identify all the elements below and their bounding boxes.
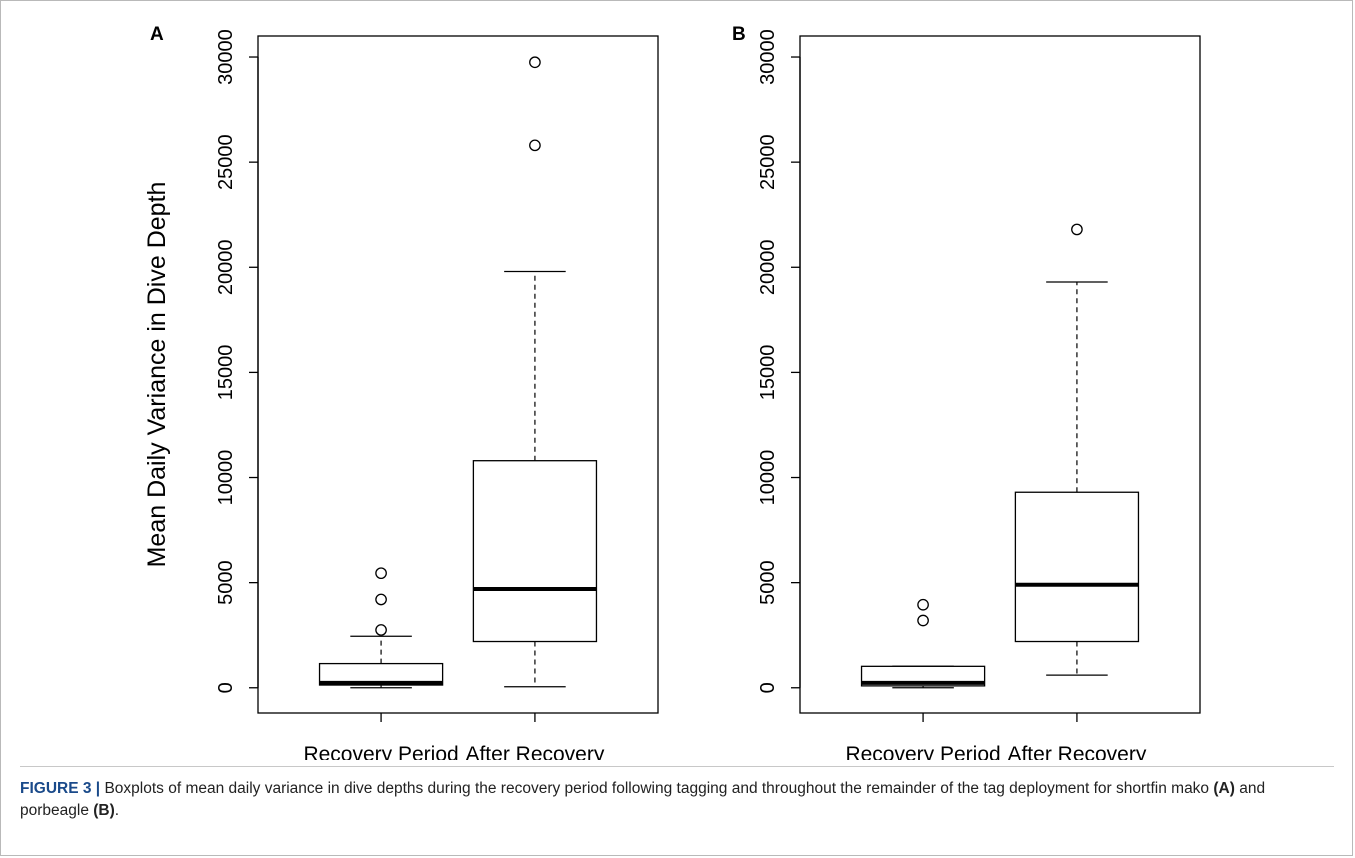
panel-b-y-tick-label: 20000: [757, 239, 779, 295]
panel-a-category-label: After Recovery: [465, 743, 604, 760]
caption-text-1: Boxplots of mean daily variance in dive …: [104, 780, 1214, 797]
panel-a-box-2-outlier: [529, 56, 541, 69]
panel-b-box-1-outlier: [917, 598, 929, 611]
panel-a-category-label: Recovery Period: [303, 743, 458, 760]
panel-a-y-tick-label: 10000: [215, 450, 237, 506]
panel-a-y-tick-label: 15000: [215, 345, 237, 401]
panel-b-y-tick-label: 15000: [757, 345, 779, 401]
caption-label: FIGURE 3 |: [20, 780, 101, 797]
panel-a-y-tick-label: 5000: [215, 560, 237, 605]
panel-a-box-1-iqr-box: [318, 662, 444, 686]
panel-b-y-tick-label: 5000: [757, 560, 779, 605]
caption-ref-b: (B): [93, 802, 115, 819]
panel-a-box-1-outlier: [375, 624, 387, 636]
panel-b-y-tick-label: 10000: [757, 450, 779, 506]
panel-a-letter: A: [150, 24, 164, 45]
panel-a-y-tick-label: 30000: [215, 29, 237, 85]
figure-caption: FIGURE 3 | Boxplots of mean daily varian…: [20, 778, 1320, 822]
panel-a-y-axis-label: Mean Daily Variance in Dive Depth: [143, 182, 171, 568]
panel-a-box-1-outlier: [375, 593, 387, 606]
caption-ref-a: (A): [1213, 780, 1235, 797]
panel-a-y-tick-label: 0: [215, 682, 237, 693]
panel-b-letter: B: [732, 24, 746, 45]
caption-text-3: .: [114, 802, 120, 819]
boxplot-figure: A 0 5000 10000 15000 20000 25000 30000 Mean Dail…: [143, 24, 1201, 760]
panel-a-box-2-iqr-box: [472, 460, 598, 643]
panel-a-y-tick-label: 25000: [215, 134, 237, 190]
caption-text-2: and porbeagle: [20, 780, 1266, 819]
panel-a-plot-frame: [257, 35, 659, 714]
panel-b-category-label: Recovery Period: [845, 743, 1000, 760]
panel-b-y-tick-label: 30000: [757, 29, 779, 85]
panel-b-y-tick-label: 25000: [757, 134, 779, 190]
panel-b-y-tick-label: 0: [757, 682, 779, 693]
panel-a-y-tick-label: 20000: [215, 239, 237, 295]
panel-a-box-1-outlier: [375, 567, 387, 580]
panel-a-box-2-outlier: [529, 139, 541, 152]
panel-b-box-2-iqr-box: [1014, 491, 1140, 643]
caption-divider: [20, 766, 1334, 767]
panel-b-box-2-outlier: [1071, 223, 1083, 236]
panel-b-category-label: After Recovery: [1007, 743, 1146, 760]
panel-b-plot-frame: [799, 35, 1201, 714]
panel-b-box-1-outlier: [917, 614, 929, 627]
